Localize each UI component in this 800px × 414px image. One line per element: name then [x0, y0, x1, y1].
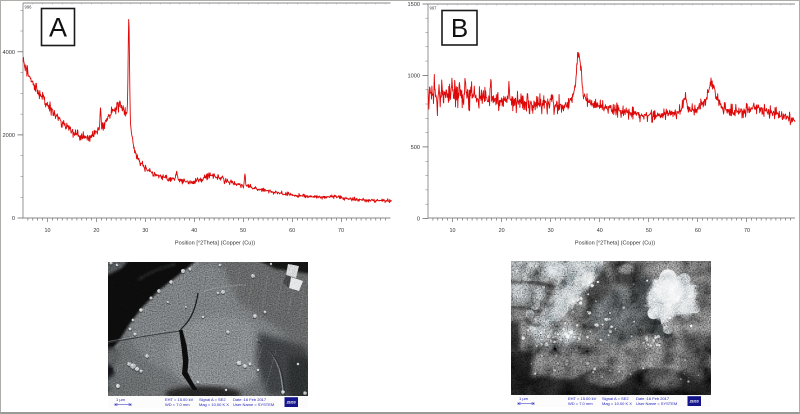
svg-text:4000: 4000 — [3, 50, 15, 56]
svg-text:30: 30 — [142, 228, 148, 234]
svg-text:0: 0 — [417, 217, 420, 223]
svg-text:Mag = 10.00 K X: Mag = 10.00 K X — [199, 402, 229, 407]
svg-text:30: 30 — [548, 228, 554, 234]
svg-text:Position [°2Theta] (Copper (Cu: Position [°2Theta] (Copper (Cu)) — [175, 241, 255, 247]
svg-text:1000: 1000 — [408, 73, 420, 79]
svg-text:40: 40 — [191, 228, 197, 234]
svg-text:1 µm: 1 µm — [519, 396, 529, 401]
svg-text:Position [°2Theta] (Copper (Cu: Position [°2Theta] (Copper (Cu)) — [575, 241, 655, 247]
svg-text:ZEISS: ZEISS — [689, 399, 700, 403]
svg-text:50: 50 — [240, 228, 246, 234]
svg-text:1 µm: 1 µm — [116, 397, 126, 402]
svg-text:10: 10 — [44, 228, 50, 234]
svg-text:User Name = SYSTEM: User Name = SYSTEM — [636, 401, 677, 406]
svg-text:70: 70 — [744, 228, 750, 234]
svg-text:996: 996 — [25, 5, 33, 10]
svg-text:A: A — [49, 13, 67, 43]
svg-text:20: 20 — [93, 228, 99, 234]
svg-text:50: 50 — [646, 228, 652, 234]
svg-text:WD = 7.0 mm: WD = 7.0 mm — [165, 402, 190, 407]
svg-text:500: 500 — [411, 145, 420, 151]
svg-text:Date :16 Feb 2017: Date :16 Feb 2017 — [233, 397, 267, 402]
svg-text:70: 70 — [338, 228, 344, 234]
svg-text:EHT = 15.00 kV: EHT = 15.00 kV — [165, 397, 194, 402]
svg-text:EHT = 15.00 kV: EHT = 15.00 kV — [568, 396, 597, 401]
svg-text:B: B — [451, 13, 468, 43]
svg-text:40: 40 — [597, 228, 603, 234]
svg-text:10: 10 — [450, 228, 456, 234]
svg-text:User Name = SYSTEM: User Name = SYSTEM — [233, 402, 274, 407]
svg-text:1500: 1500 — [408, 2, 420, 8]
svg-text:0: 0 — [12, 216, 15, 222]
svg-text:997: 997 — [430, 6, 438, 11]
svg-text:2000: 2000 — [3, 133, 15, 139]
svg-text:ZEISS: ZEISS — [286, 400, 297, 404]
svg-text:Signal A = SE2: Signal A = SE2 — [199, 397, 226, 402]
svg-text:60: 60 — [289, 228, 295, 234]
svg-text:20: 20 — [499, 228, 505, 234]
svg-text:Date :16 Feb 2017: Date :16 Feb 2017 — [636, 396, 670, 401]
svg-text:Mag = 10.00 K X: Mag = 10.00 K X — [602, 401, 632, 406]
svg-text:60: 60 — [695, 228, 701, 234]
svg-text:Signal A = SE2: Signal A = SE2 — [602, 396, 629, 401]
svg-text:WD = 7.0 mm: WD = 7.0 mm — [568, 401, 593, 406]
